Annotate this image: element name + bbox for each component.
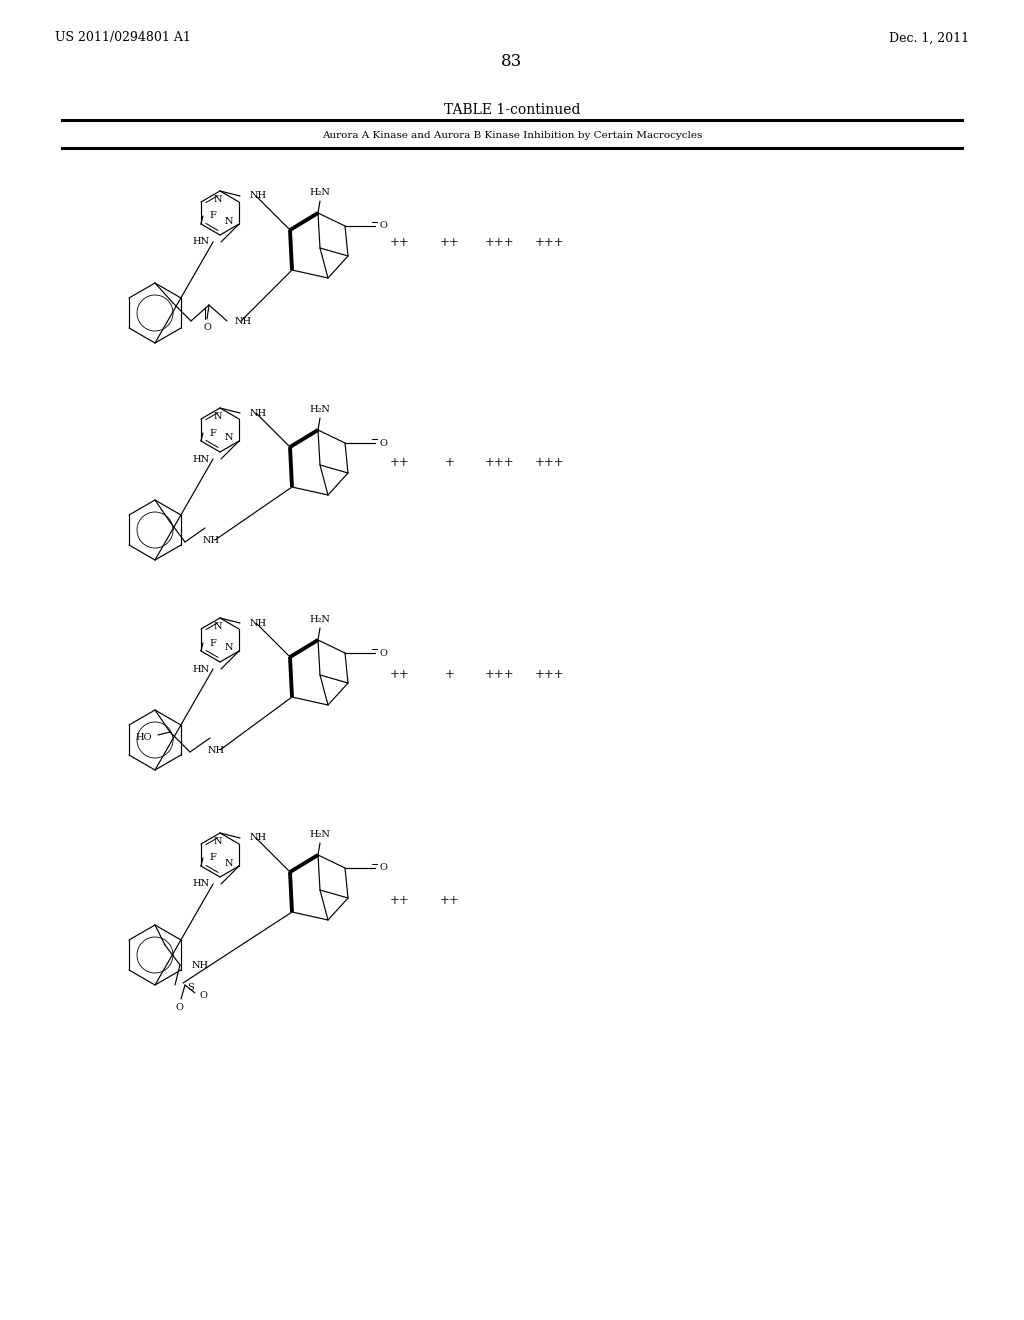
Text: N: N <box>214 195 222 205</box>
Text: O: O <box>380 222 388 231</box>
Text: NH: NH <box>250 191 267 201</box>
Text: ++: ++ <box>440 236 460 249</box>
Text: HO: HO <box>135 733 152 742</box>
Text: O: O <box>175 1003 183 1012</box>
Text: NH: NH <box>250 619 267 627</box>
Text: +++: +++ <box>485 457 515 470</box>
Text: HN: HN <box>191 879 209 888</box>
Text: Dec. 1, 2011: Dec. 1, 2011 <box>889 32 969 45</box>
Text: ++: ++ <box>390 668 410 681</box>
Text: +: + <box>445 457 455 470</box>
Text: HN: HN <box>191 238 209 247</box>
Text: +++: +++ <box>536 457 565 470</box>
Text: F: F <box>209 854 216 862</box>
Text: H₂N: H₂N <box>309 405 331 414</box>
Text: NH: NH <box>203 536 219 545</box>
Text: NH: NH <box>234 317 252 326</box>
Text: +++: +++ <box>536 236 565 249</box>
Text: +++: +++ <box>485 668 515 681</box>
Text: O: O <box>203 323 211 333</box>
Text: N: N <box>224 644 233 652</box>
Text: S: S <box>187 982 194 991</box>
Text: H₂N: H₂N <box>309 830 331 840</box>
Text: O: O <box>380 648 388 657</box>
Text: Aurora A Kinase and Aurora B Kinase Inhibition by Certain Macrocycles: Aurora A Kinase and Aurora B Kinase Inhi… <box>322 131 702 140</box>
Text: NH: NH <box>250 408 267 417</box>
Text: +: + <box>445 668 455 681</box>
Text: N: N <box>224 433 233 442</box>
Text: +++: +++ <box>485 236 515 249</box>
Text: F: F <box>209 639 216 648</box>
Text: US 2011/0294801 A1: US 2011/0294801 A1 <box>55 32 190 45</box>
Text: NH: NH <box>208 746 224 755</box>
Text: HN: HN <box>191 454 209 463</box>
Text: F: F <box>209 429 216 437</box>
Text: O: O <box>380 438 388 447</box>
Text: F: F <box>209 211 216 220</box>
Text: ++: ++ <box>440 894 460 907</box>
Text: ++: ++ <box>390 894 410 907</box>
Text: ++: ++ <box>390 457 410 470</box>
Text: O: O <box>380 863 388 873</box>
Text: N: N <box>214 412 222 421</box>
Text: H₂N: H₂N <box>309 615 331 624</box>
Text: N: N <box>214 622 222 631</box>
Text: HN: HN <box>191 664 209 673</box>
Text: H₂N: H₂N <box>309 187 331 197</box>
Text: N: N <box>214 837 222 846</box>
Text: NH: NH <box>250 833 267 842</box>
Text: TABLE 1-continued: TABLE 1-continued <box>443 103 581 117</box>
Text: 83: 83 <box>502 54 522 70</box>
Text: NH: NH <box>193 961 209 969</box>
Text: O: O <box>199 990 207 999</box>
Text: N: N <box>224 216 233 226</box>
Text: ++: ++ <box>390 236 410 249</box>
Text: +++: +++ <box>536 668 565 681</box>
Text: N: N <box>224 858 233 867</box>
